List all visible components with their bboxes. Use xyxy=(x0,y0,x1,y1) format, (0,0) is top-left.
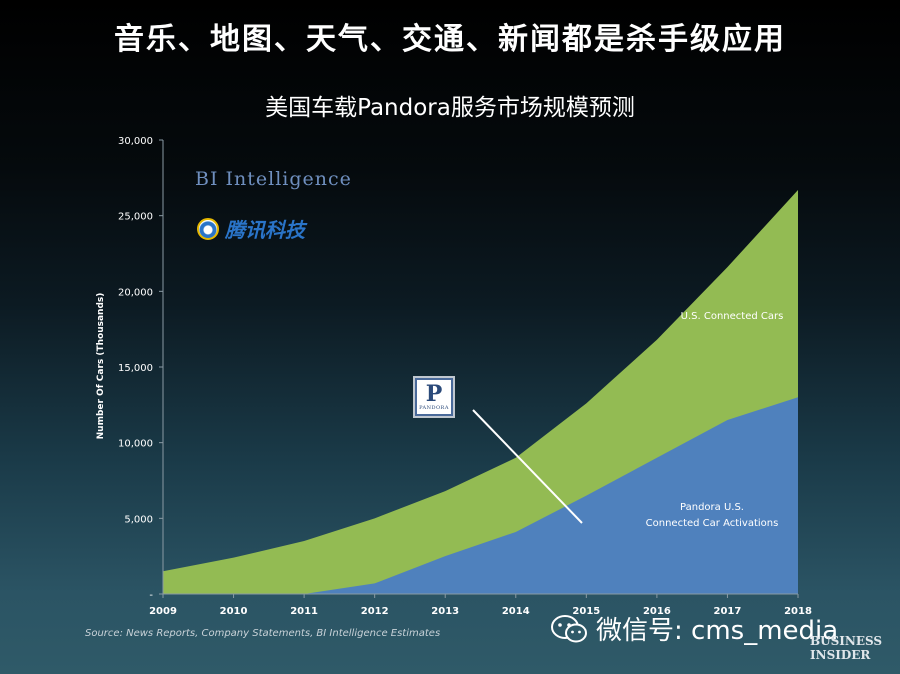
pandora-pointer-line xyxy=(472,409,583,524)
series-label-connected-cars: U.S. Connected Cars xyxy=(681,311,784,322)
tencent-logo-text: 腾讯科技 xyxy=(225,218,305,242)
wechat-watermark: 微信号: cms_media xyxy=(550,610,838,647)
wechat-icon xyxy=(551,614,587,642)
source-note: Source: News Reports, Company Statements… xyxy=(85,628,441,639)
y-tick-label: 30,000 xyxy=(118,136,153,147)
pandora-logo: P PANDORA xyxy=(413,376,455,418)
y-tick-label: 15,000 xyxy=(118,363,153,374)
series-label-pandora-line1: Pandora U.S. xyxy=(680,502,744,513)
x-tick-label: 2018 xyxy=(784,606,812,617)
slide-title: 音乐、地图、天气、交通、新闻都是杀手级应用 xyxy=(114,22,786,57)
chart-title: 美国车载Pandora服务市场规模预测 xyxy=(265,95,635,121)
x-tick-label: 2012 xyxy=(361,606,389,617)
x-tick-label: 2017 xyxy=(714,606,742,617)
business-insider-line2: INSIDER xyxy=(810,648,871,662)
y-tick-label: 10,000 xyxy=(118,439,153,450)
wechat-id-text: 微信号: cms_media xyxy=(596,616,839,646)
tencent-icon xyxy=(197,217,219,240)
x-tick-label: 2015 xyxy=(572,606,600,617)
pandora-logo-word: PANDORA xyxy=(419,405,449,411)
y-tick-label: 5,000 xyxy=(124,514,153,525)
business-insider-line1: BUSINESS xyxy=(810,634,883,648)
x-tick-label: 2011 xyxy=(290,606,318,617)
x-tick-label: 2013 xyxy=(431,606,459,617)
y-axis-label: Number Of Cars (Thousands) xyxy=(96,293,106,440)
bi-intelligence-logo: BI Intelligence xyxy=(195,168,352,190)
area-pandora-activations xyxy=(163,397,798,594)
pandora-logo-letter: P xyxy=(425,381,443,407)
x-tick-label: 2016 xyxy=(643,606,671,617)
y-tick-label: 25,000 xyxy=(118,212,153,223)
y-tick-label: - xyxy=(149,590,153,601)
y-tick-label: 20,000 xyxy=(118,287,153,298)
x-tick-label: 2009 xyxy=(149,606,177,617)
x-tick-label: 2014 xyxy=(502,606,530,617)
x-tick-label: 2010 xyxy=(220,606,248,617)
series-label-pandora-line2: Connected Car Activations xyxy=(646,518,779,529)
tencent-tech-logo: 腾讯科技 xyxy=(197,214,305,243)
business-insider-logo: BUSINESS INSIDER xyxy=(810,634,882,662)
